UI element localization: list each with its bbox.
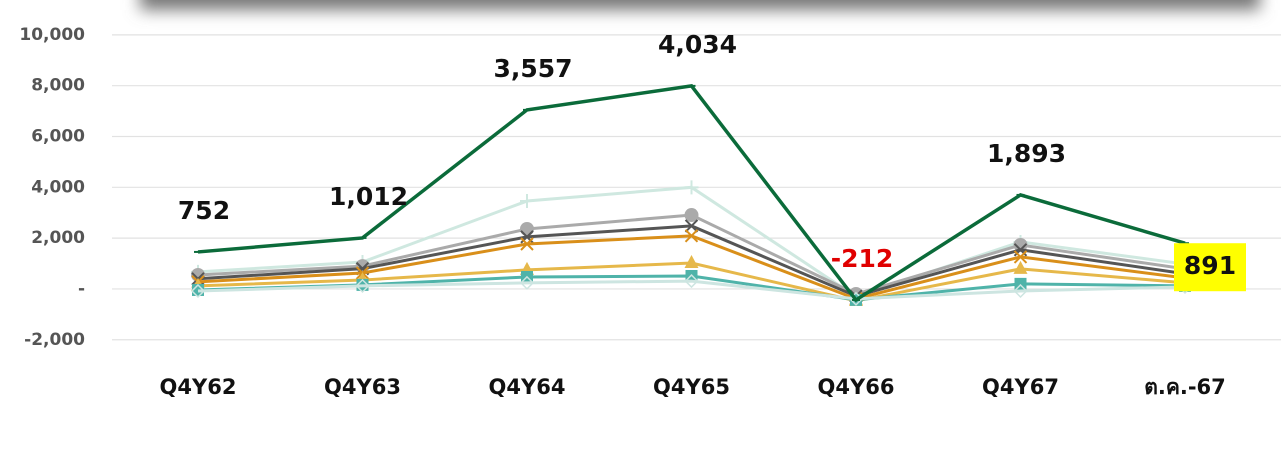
top-shadow bbox=[140, 0, 1260, 10]
x-tick-label: ต.ค.-67 bbox=[1144, 375, 1226, 399]
marker bbox=[1013, 237, 1028, 252]
series-line bbox=[197, 279, 1186, 301]
marker bbox=[684, 208, 699, 223]
y-tick-label: 2,000 bbox=[31, 228, 85, 248]
x-tick-label: Q4Y64 bbox=[489, 375, 566, 399]
marker bbox=[684, 255, 699, 269]
annotation: -212 bbox=[831, 244, 894, 273]
annotation: 752 bbox=[178, 196, 230, 225]
y-tick-label: 10,000 bbox=[19, 25, 85, 45]
marker bbox=[1013, 260, 1028, 274]
marker bbox=[1013, 250, 1028, 264]
marker bbox=[684, 180, 699, 195]
marker bbox=[519, 275, 535, 290]
x-tick-label: Q4Y63 bbox=[324, 375, 401, 399]
annotation: 891 bbox=[1184, 251, 1236, 280]
marker bbox=[355, 278, 370, 293]
marker bbox=[1014, 277, 1027, 290]
marker bbox=[1013, 283, 1028, 299]
annotation: 3,557 bbox=[493, 54, 572, 83]
y-tick-label: 6,000 bbox=[31, 127, 85, 147]
y-tick-label: -2,000 bbox=[24, 330, 85, 350]
marker bbox=[684, 229, 699, 243]
y-tick-label: 4,000 bbox=[31, 177, 85, 197]
annotation: 1,012 bbox=[329, 182, 408, 211]
annotation-box bbox=[1174, 243, 1246, 292]
marker bbox=[520, 237, 534, 251]
x-tick-label: Q4Y66 bbox=[818, 375, 895, 399]
x-tick-label: Q4Y65 bbox=[653, 375, 730, 399]
y-tick-label: - bbox=[78, 279, 85, 299]
marker bbox=[684, 219, 699, 233]
annotation: 1,893 bbox=[987, 139, 1066, 168]
annotation: 4,034 bbox=[658, 30, 737, 59]
marker bbox=[190, 283, 206, 299]
x-tick-label: Q4Y62 bbox=[160, 375, 237, 399]
marker bbox=[684, 274, 699, 289]
marker bbox=[520, 194, 534, 209]
marker bbox=[520, 221, 534, 236]
x-tick-label: Q4Y67 bbox=[982, 375, 1059, 399]
y-tick-label: 8,000 bbox=[31, 76, 85, 96]
